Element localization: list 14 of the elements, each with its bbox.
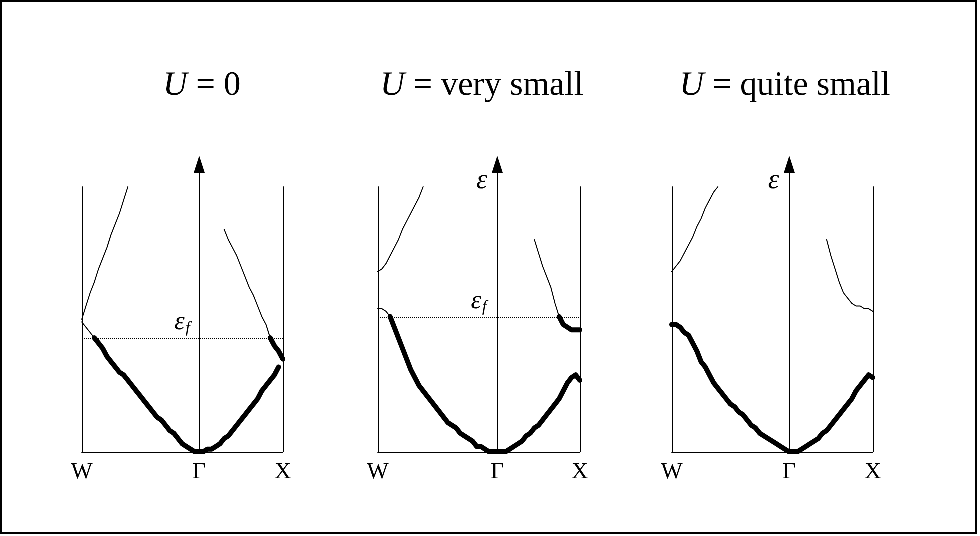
x-tick-label: Γ <box>782 458 796 484</box>
chart-title: U = 0 <box>163 66 241 103</box>
x-tick-label: W <box>661 458 684 484</box>
x-tick-label: W <box>367 458 390 484</box>
x-tick-label: Γ <box>192 458 206 484</box>
x-tick-label: W <box>71 458 94 484</box>
y-axis-title: ε <box>768 164 780 196</box>
x-tick-label: X <box>864 458 882 484</box>
x-tick-label: X <box>274 458 292 484</box>
y-axis-title: ε <box>476 164 488 196</box>
x-tick-label: Γ <box>490 458 504 484</box>
chart-title: U = very small <box>380 66 584 103</box>
x-tick-label: X <box>572 458 589 484</box>
chart-title: U = quite small <box>680 66 890 103</box>
